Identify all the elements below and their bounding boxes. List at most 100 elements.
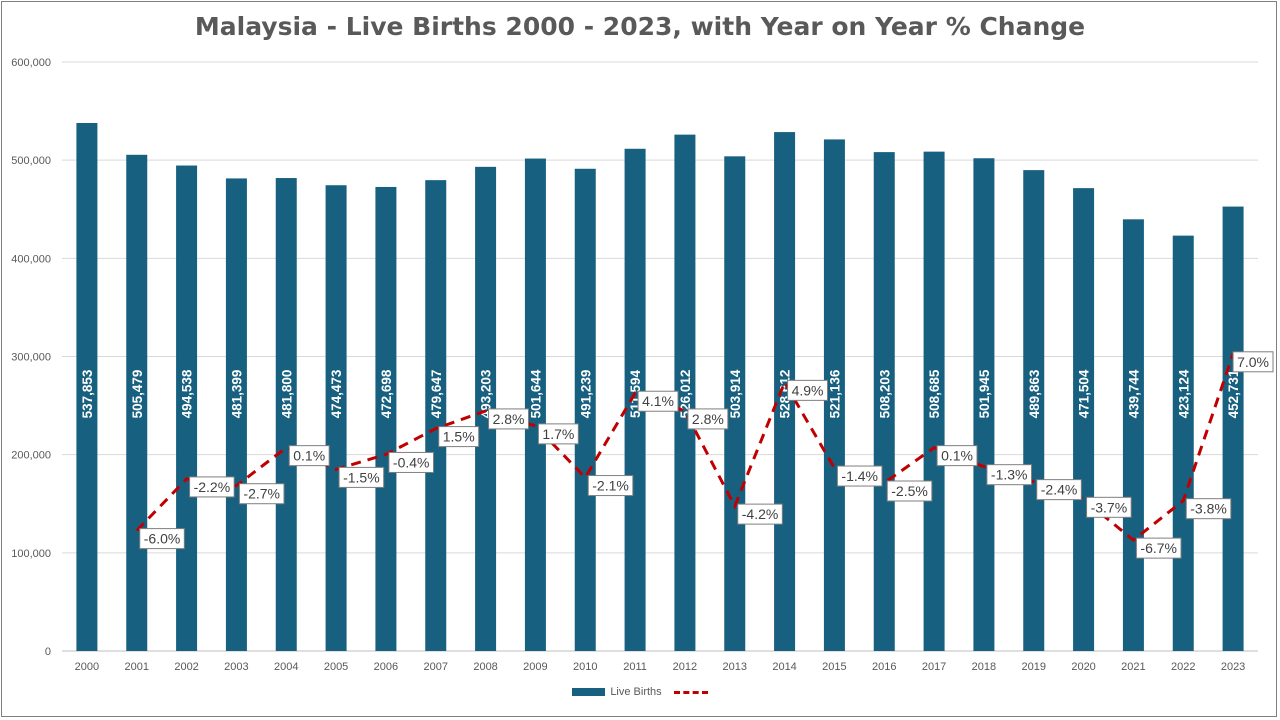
- bar-value-label: 489,863: [1027, 369, 1042, 418]
- bar: [1073, 188, 1095, 651]
- pct-label: 0.1%: [288, 445, 330, 467]
- x-tick-label: 2000: [75, 661, 99, 673]
- bar-value-label: 423,124: [1176, 369, 1191, 418]
- bar-value-label: 505,479: [130, 370, 145, 419]
- bar: [1023, 170, 1045, 651]
- pct-label-box: [388, 451, 434, 473]
- y-tick-label: 500,000: [11, 155, 51, 167]
- pct-label-text: -0.4%: [393, 454, 430, 470]
- pct-label-box: [787, 379, 829, 401]
- bar: [275, 178, 297, 651]
- bar: [624, 148, 646, 651]
- pct-label-box: [438, 426, 480, 448]
- bar: [325, 185, 347, 651]
- bar-series: [76, 123, 1244, 652]
- pct-label-text: -4.2%: [742, 506, 779, 522]
- x-tick-label: 2010: [573, 661, 597, 673]
- y-axis-ticks: 0 100,000 200,000 300,000 400,000 500,000 600,…: [11, 57, 51, 658]
- pct-label: -1.3%: [986, 464, 1032, 486]
- x-tick-label: 2020: [1071, 661, 1095, 673]
- bar-value-label: 472,698: [379, 369, 394, 418]
- bar-value-label: 508,203: [877, 369, 892, 418]
- pct-label: -6.0%: [139, 528, 185, 550]
- x-tick-label: 2009: [523, 661, 547, 673]
- x-tick-label: 2013: [723, 661, 747, 673]
- pct-label-text: -2.5%: [891, 483, 928, 499]
- pct-label: -2.7%: [238, 483, 285, 505]
- bar-value-label: 501,644: [528, 369, 543, 418]
- pct-label: -3.7%: [1086, 496, 1132, 518]
- pct-label-text: -2.4%: [1041, 482, 1078, 498]
- pct-label-box: [238, 483, 285, 505]
- x-tick-label: 2014: [772, 661, 796, 673]
- bar: [823, 139, 845, 652]
- bar-value-label: 493,203: [479, 369, 494, 418]
- bar-value-label: 439,744: [1126, 369, 1141, 418]
- y-tick-label: 200,000: [11, 450, 51, 462]
- pct-label: 2.8%: [488, 408, 530, 430]
- pct-label: -2.4%: [1036, 479, 1082, 501]
- legend-swatch-dashed-line: [673, 690, 708, 694]
- pct-label-box: [488, 408, 530, 430]
- bar-value-label: 481,800: [279, 370, 294, 419]
- pct-label: 1.5%: [438, 426, 480, 448]
- pct-label: -2.5%: [886, 480, 933, 502]
- pct-label-box: [1185, 498, 1232, 520]
- bar: [225, 178, 247, 652]
- pct-label: -2.2%: [189, 476, 235, 498]
- y-tick-label: 0: [45, 646, 51, 658]
- x-axis-ticks: 2000 2001 2002 2003 2004 2005 2006 2007 2008 2009…: [75, 661, 1246, 673]
- pct-label: -4.2%: [737, 503, 783, 525]
- y-tick-label: 600,000: [11, 57, 51, 69]
- bar: [1172, 235, 1194, 651]
- pct-label-text: 0.1%: [941, 448, 973, 464]
- bar-value-label: 481,399: [229, 370, 244, 419]
- pct-label-text: 2.8%: [493, 411, 525, 427]
- bar-value-label: 537,853: [80, 369, 95, 418]
- pct-label: -1.5%: [338, 466, 385, 488]
- bar: [973, 158, 995, 651]
- bar: [524, 158, 546, 652]
- bar: [375, 186, 397, 651]
- pct-label: 4.1%: [637, 390, 679, 412]
- x-tick-label: 2001: [125, 661, 149, 673]
- x-tick-label: 2016: [872, 661, 896, 673]
- bar: [674, 134, 696, 652]
- gridlines: [62, 61, 1258, 652]
- legend-item-live-births: Live Births: [572, 686, 662, 698]
- x-tick-label: 2015: [822, 661, 846, 673]
- pct-label-box: [587, 475, 634, 497]
- pct-label-box: [737, 503, 783, 525]
- pct-label-box: [637, 390, 679, 412]
- pct-label-text: -3.8%: [1190, 501, 1227, 517]
- pct-label-text: -1.4%: [841, 468, 878, 484]
- pct-label-box: [986, 464, 1032, 486]
- bar: [923, 151, 945, 652]
- pct-label-text: 4.1%: [642, 393, 674, 409]
- bar-value-labels: 537,853 505,479 494,538 481,399 481,800 474,4…: [80, 369, 1241, 418]
- pct-label: -1.4%: [836, 465, 883, 487]
- pct-label-box: [537, 423, 579, 445]
- pct-label-box: [288, 445, 330, 467]
- pct-label-box: [338, 466, 385, 488]
- pct-label-text: 7.0%: [1237, 354, 1269, 370]
- pct-label-text: 2.8%: [692, 411, 724, 427]
- bar-value-label: 471,504: [1077, 369, 1092, 418]
- chart-title: Malaysia - Live Births 2000 - 2023, with…: [194, 12, 1086, 41]
- bar-value-label: 526,012: [678, 370, 693, 419]
- bar: [724, 156, 746, 652]
- pct-label-text: -1.3%: [991, 467, 1028, 483]
- x-tick-label: 2006: [374, 661, 398, 673]
- pct-label-box: [886, 480, 933, 502]
- pct-label-box: [1232, 351, 1274, 373]
- pct-label-text: -2.2%: [194, 479, 231, 495]
- x-tick-label: 2003: [224, 661, 248, 673]
- pct-label-text: -6.0%: [144, 531, 181, 547]
- bar-value-label: 474,473: [329, 369, 344, 418]
- pct-label-box: [1086, 496, 1132, 518]
- bar: [475, 166, 497, 651]
- pct-label-text: 1.5%: [443, 429, 475, 445]
- x-tick-label: 2005: [324, 661, 348, 673]
- bar: [76, 123, 98, 652]
